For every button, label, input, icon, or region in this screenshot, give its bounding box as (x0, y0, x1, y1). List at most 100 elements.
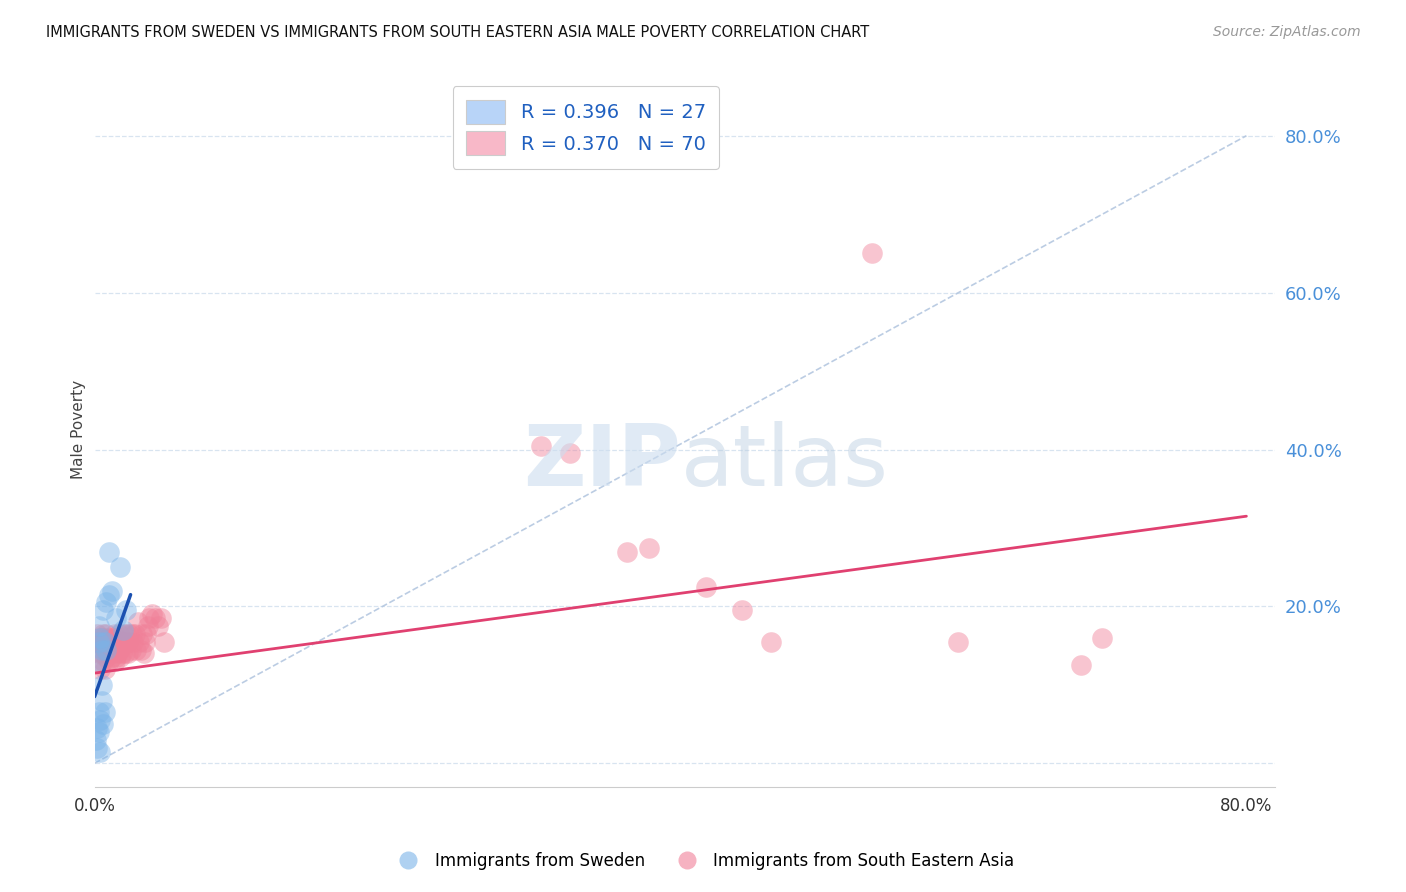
Point (96, 647, 118, 661)
Point (87, 634, 110, 648)
Point (105, 650, 128, 665)
Legend: Immigrants from Sweden, Immigrants from South Eastern Asia: Immigrants from Sweden, Immigrants from … (385, 846, 1021, 877)
Point (93, 634, 115, 648)
Point (86, 740, 108, 755)
Point (91, 603, 114, 617)
Point (89, 745, 111, 759)
Point (90, 693, 112, 707)
Point (110, 560, 132, 574)
Point (91, 639, 114, 653)
Point (100, 634, 122, 648)
Point (94, 650, 117, 665)
Point (87, 725, 110, 739)
Point (131, 627, 153, 641)
Point (86, 654, 108, 668)
Point (638, 541, 661, 555)
Point (110, 634, 132, 648)
Point (98, 631, 121, 645)
Point (89, 662, 111, 676)
Point (115, 603, 138, 617)
Point (110, 650, 132, 665)
Point (108, 627, 131, 641)
Point (111, 647, 134, 661)
Point (112, 639, 135, 653)
Point (107, 647, 129, 661)
Point (118, 627, 141, 641)
Point (138, 611, 160, 625)
Point (94, 642, 117, 657)
Point (112, 627, 135, 641)
Point (93, 642, 115, 657)
Point (90, 647, 112, 661)
Point (105, 611, 128, 625)
Point (1091, 631, 1114, 645)
Text: ZIP: ZIP (523, 420, 682, 503)
Y-axis label: Male Poverty: Male Poverty (72, 380, 86, 480)
Legend: R = 0.396   N = 27, R = 0.370   N = 70: R = 0.396 N = 27, R = 0.370 N = 70 (453, 87, 720, 169)
Point (530, 439, 553, 453)
Point (132, 647, 155, 661)
Point (93, 706, 115, 720)
Point (117, 634, 139, 648)
Point (127, 615, 149, 629)
Point (108, 642, 131, 657)
Point (117, 647, 139, 661)
Point (86, 627, 108, 641)
Point (94, 634, 117, 648)
Point (91, 627, 114, 641)
Point (90, 634, 112, 648)
Point (558, 446, 581, 460)
Text: Source: ZipAtlas.com: Source: ZipAtlas.com (1213, 25, 1361, 39)
Point (107, 634, 129, 648)
Point (93, 662, 115, 676)
Point (101, 650, 124, 665)
Point (129, 642, 152, 657)
Point (695, 580, 717, 594)
Point (101, 583, 124, 598)
Point (136, 619, 159, 633)
Point (101, 634, 124, 648)
Point (105, 631, 128, 645)
Point (152, 634, 174, 648)
Point (134, 634, 156, 648)
Point (90, 678, 112, 692)
Point (91, 717, 114, 731)
Text: IMMIGRANTS FROM SWEDEN VS IMMIGRANTS FROM SOUTH EASTERN ASIA MALE POVERTY CORREL: IMMIGRANTS FROM SWEDEN VS IMMIGRANTS FRO… (46, 25, 870, 40)
Point (122, 634, 145, 648)
Point (115, 627, 138, 641)
Point (90, 642, 112, 657)
Point (149, 611, 172, 625)
Point (104, 627, 127, 641)
Point (731, 603, 754, 617)
Point (120, 642, 142, 657)
Point (128, 634, 150, 648)
Point (146, 619, 169, 633)
Point (84, 732, 107, 747)
Point (115, 634, 138, 648)
Point (96, 634, 118, 648)
Point (948, 634, 970, 648)
Point (124, 627, 146, 641)
Point (112, 623, 135, 637)
Point (94, 627, 117, 641)
Point (121, 627, 143, 641)
Point (86, 721, 108, 735)
Point (125, 642, 148, 657)
Point (98, 588, 121, 602)
Text: atlas: atlas (682, 420, 890, 503)
Point (100, 647, 122, 661)
Point (141, 607, 163, 622)
Point (98, 654, 121, 668)
Point (143, 611, 166, 625)
Point (93, 631, 115, 645)
Point (103, 631, 125, 645)
Point (761, 634, 783, 648)
Point (616, 544, 638, 558)
Point (98, 544, 121, 558)
Point (1070, 658, 1092, 673)
Point (89, 634, 111, 648)
Point (90, 631, 112, 645)
Point (89, 713, 111, 727)
Point (135, 627, 157, 641)
Point (104, 654, 127, 668)
